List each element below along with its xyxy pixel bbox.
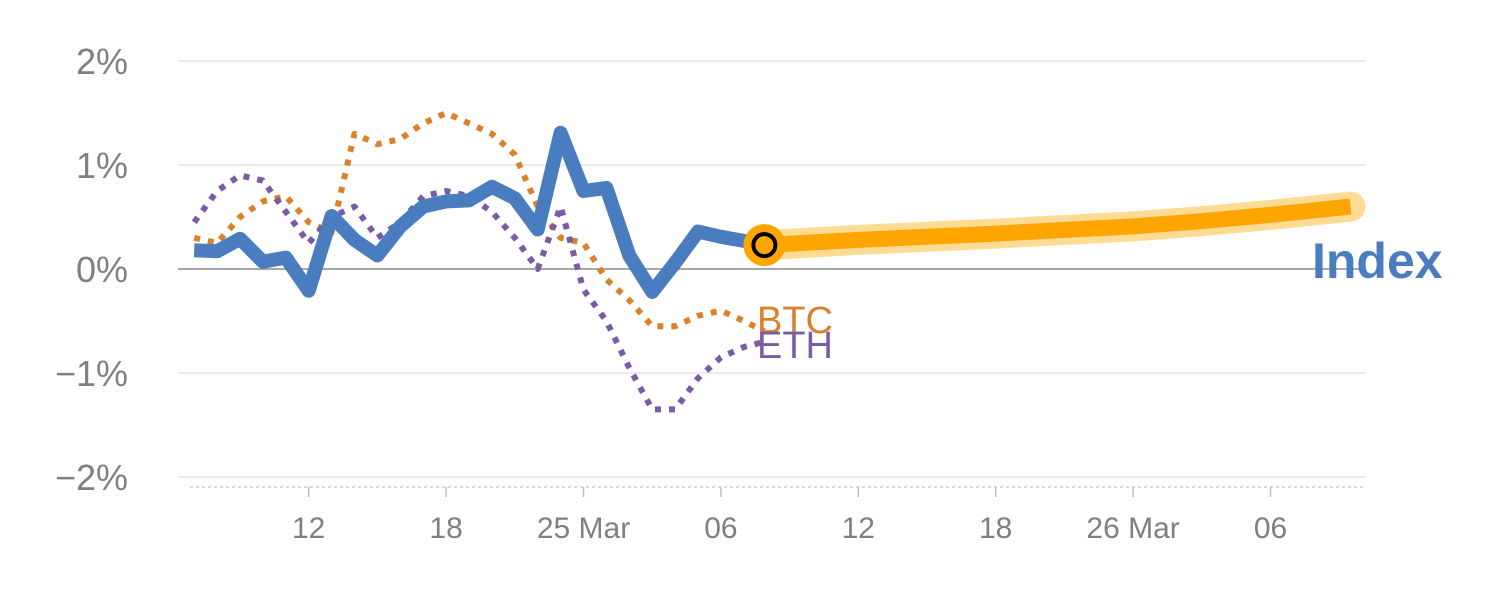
x-tick-label: 12 — [842, 512, 875, 545]
forecast-series-line — [763, 198, 1352, 254]
series-labels: BTC ETH Index — [757, 233, 1443, 367]
y-tick-label: −2% — [55, 457, 128, 498]
marker-dot — [751, 232, 778, 259]
btc-label: BTC — [757, 300, 833, 342]
y-tick-label: 2% — [76, 41, 128, 82]
x-tick-label: 12 — [292, 512, 325, 545]
x-tick-label: 26 Mar — [1086, 512, 1179, 545]
y-tick-label: 0% — [76, 249, 128, 290]
x-tick-label: 18 — [429, 512, 462, 545]
x-tick-label: 06 — [704, 512, 737, 545]
index-series-line — [193, 125, 766, 299]
x-tick-label: 06 — [1254, 512, 1287, 545]
index-label: Index — [1312, 233, 1443, 289]
series — [191, 110, 1366, 413]
y-tick-label: 1% — [76, 145, 128, 186]
y-tick-label: −1% — [55, 353, 128, 394]
x-tick-labels: 12 18 25 Mar 06 12 18 26 Mar 06 — [292, 487, 1287, 545]
current-point-marker — [743, 224, 786, 267]
y-tick-labels: 2% 1% 0% −1% −2% — [55, 41, 128, 498]
x-tick-label: 25 Mar — [537, 512, 630, 545]
grid-lines — [178, 60, 1365, 478]
x-tick-label: 18 — [979, 512, 1012, 545]
eth-series-line — [191, 172, 766, 413]
eth-label: ETH — [757, 325, 833, 367]
btc-series-line — [193, 110, 766, 335]
